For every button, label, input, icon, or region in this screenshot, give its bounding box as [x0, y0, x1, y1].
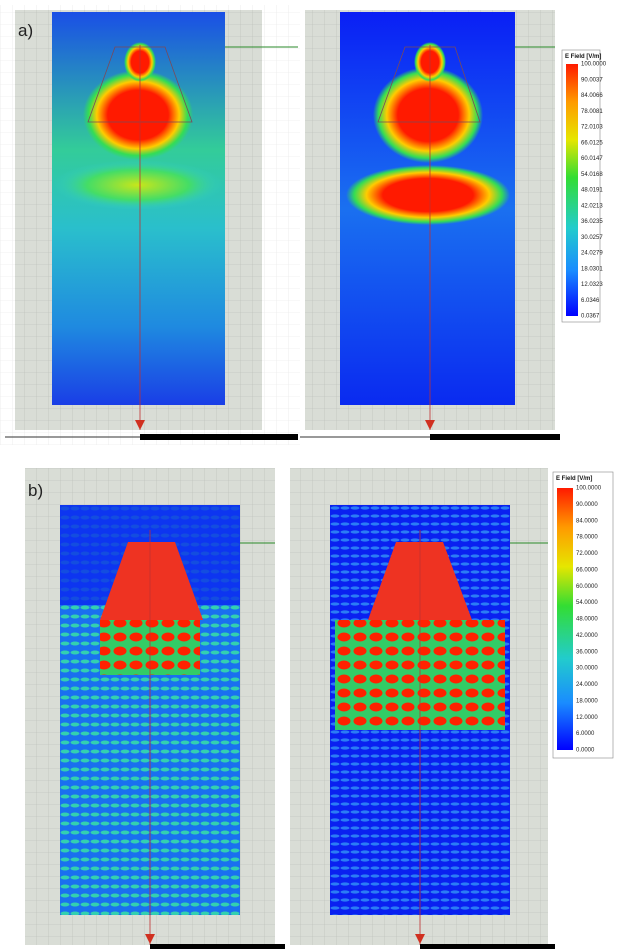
- hot-spot: [346, 165, 510, 225]
- legend-label: 0.0000: [576, 748, 595, 754]
- page: a) E Field [V/m] 100.0000 90.0037 84.0066 78.…: [0, 0, 622, 949]
- legend-label: 24.0000: [576, 682, 598, 688]
- field-band: [53, 160, 223, 210]
- legend-label: 36.0000: [576, 649, 598, 655]
- legend-label: 18.0000: [576, 698, 598, 704]
- scale-bar: [140, 434, 298, 440]
- legend-label: 24.0279: [581, 251, 603, 257]
- legend-label: 72.0000: [576, 551, 598, 557]
- legend-title: E Field [V/m]: [565, 54, 601, 60]
- legend-label: 84.0000: [576, 518, 598, 524]
- legend-label: 60.0000: [576, 584, 598, 590]
- color-bar: [557, 488, 573, 750]
- panel-label: a): [18, 21, 33, 40]
- legend-label: 78.0081: [581, 109, 603, 115]
- legend-label: 48.0191: [581, 188, 603, 194]
- figure: a) E Field [V/m] 100.0000 90.0037 84.0066 78.…: [0, 0, 622, 949]
- scale-bar: [420, 944, 555, 949]
- legend-label: 90.0037: [581, 77, 603, 83]
- panel-label: b): [28, 481, 43, 500]
- legend-label: 54.0000: [576, 600, 598, 606]
- legend-label: 0.0367: [581, 314, 600, 320]
- legend-label: 30.0257: [581, 235, 603, 241]
- legend-label: 78.0000: [576, 535, 598, 541]
- legend-label: 30.0000: [576, 666, 598, 672]
- legend-title: E Field [V/m]: [556, 476, 592, 482]
- legend-label: 36.0235: [581, 219, 603, 225]
- legend-label: 12.0000: [576, 715, 598, 721]
- legend-label: 42.0000: [576, 633, 598, 639]
- legend-label: 54.0168: [581, 172, 603, 178]
- scale-bar: [150, 944, 285, 949]
- legend-label: 12.0323: [581, 282, 603, 288]
- color-bar: [566, 64, 578, 316]
- legend-label: 90.0000: [576, 502, 598, 508]
- scale-bar: [430, 434, 560, 440]
- legend-label: 18.0301: [581, 266, 603, 272]
- hot-spot: [83, 70, 193, 160]
- legend-label: 84.0066: [581, 93, 603, 99]
- legend-label: 48.0000: [576, 617, 598, 623]
- legend-label: 100.0000: [581, 62, 607, 68]
- legend-label: 6.0000: [576, 731, 595, 737]
- legend-label: 72.0103: [581, 125, 603, 131]
- legend-label: 66.0000: [576, 567, 598, 573]
- legend-label: 66.0125: [581, 140, 603, 146]
- legend-label: 42.0213: [581, 203, 603, 209]
- legend-label: 100.0000: [576, 486, 602, 492]
- legend-label: 60.0147: [581, 156, 603, 162]
- legend-label: 6.0346: [581, 298, 600, 304]
